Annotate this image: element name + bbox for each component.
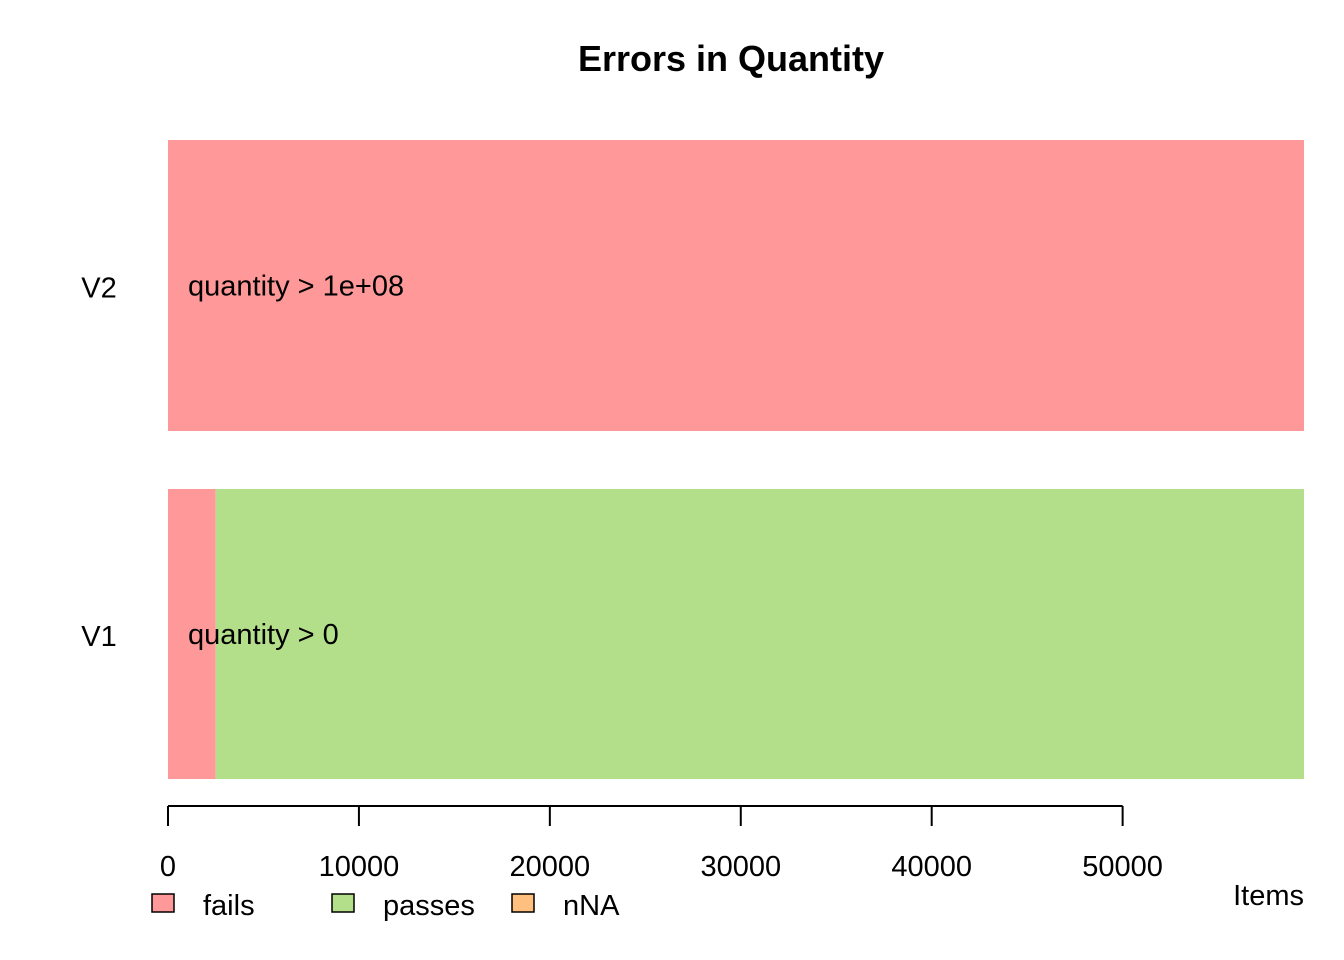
x-tick-label: 0 xyxy=(160,851,176,883)
x-axis: 0 10000 20000 30000 40000 50000 xyxy=(160,805,1163,883)
category-labels-group: V1 V2 xyxy=(81,273,116,654)
x-axis-label: Items xyxy=(1233,880,1304,912)
chart-title: Errors in Quantity xyxy=(578,38,884,79)
legend-swatch-passes xyxy=(331,893,355,913)
legend-swatch-fails xyxy=(151,893,175,913)
x-tick-label: 20000 xyxy=(510,851,591,883)
bars-group xyxy=(168,140,1305,779)
bar-v1-passes xyxy=(215,489,1305,779)
legend-label-nna: nNA xyxy=(563,890,620,922)
bar-label-v1: quantity > 0 xyxy=(188,619,339,651)
legend-swatch-nna xyxy=(511,893,535,913)
x-tick-label: 50000 xyxy=(1082,851,1163,883)
legend-label-passes: passes xyxy=(383,890,475,922)
category-label-v2: V2 xyxy=(81,273,116,305)
bar-label-v2: quantity > 1e+08 xyxy=(188,271,404,303)
bar-v1-fails xyxy=(168,489,216,779)
legend: fails passes nNA xyxy=(151,890,620,922)
bar-labels-group: quantity > 0 quantity > 1e+08 xyxy=(188,271,404,652)
x-tick-label: 30000 xyxy=(700,851,781,883)
category-label-v1: V1 xyxy=(81,621,116,653)
x-tick-label: 40000 xyxy=(891,851,972,883)
bar-v2-fails xyxy=(168,140,1304,431)
x-tick-label: 10000 xyxy=(319,851,400,883)
legend-label-fails: fails xyxy=(203,890,255,922)
